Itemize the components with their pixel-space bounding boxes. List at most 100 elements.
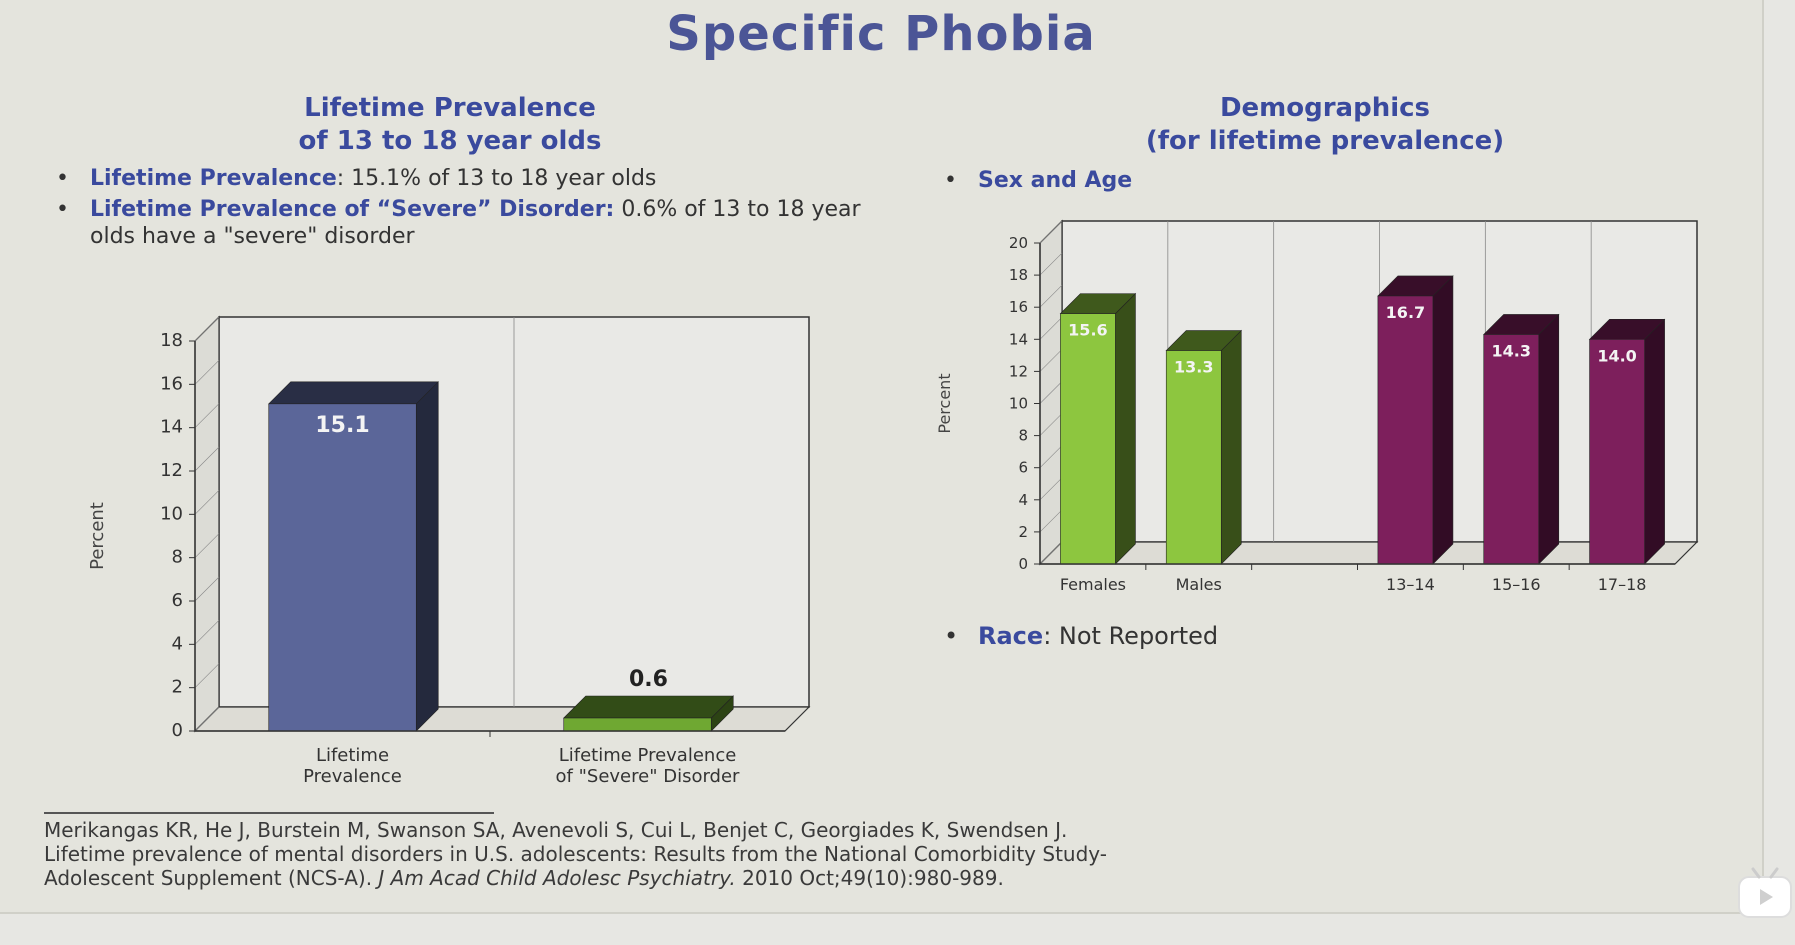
left-bullet-list: • Lifetime Prevalence: 15.1% of 13 to 18… [54, 165, 874, 254]
race-text: : Not Reported [1043, 622, 1219, 650]
y-tick-label: 10 [1009, 395, 1028, 413]
bullet-race: • Race: Not Reported [942, 623, 1542, 650]
right-heading-line2: (for lifetime prevalence) [1145, 126, 1505, 156]
bullet-text: : 15.1% of 13 to 18 year olds [336, 166, 657, 191]
y-tick-guide [1039, 477, 1063, 501]
data-label: 15.6 [1068, 321, 1107, 340]
bar [1377, 295, 1434, 565]
x-tick-label: 17–18 [1598, 575, 1647, 594]
y-tick-label: 12 [1009, 362, 1028, 380]
data-label: 15.1 [315, 413, 369, 438]
citation-line1: Merikangas KR, He J, Burstein M, Swanson… [44, 818, 1068, 842]
y-tick-guide [194, 533, 220, 558]
y-tick-guide [1039, 220, 1063, 244]
data-label: 14.0 [1597, 346, 1636, 365]
bar-side [1538, 313, 1560, 565]
y-tick-label: 0 [172, 720, 183, 741]
y-tick-label: 8 [172, 547, 183, 568]
video-player-icon [1738, 867, 1792, 918]
bar-side [1432, 275, 1454, 565]
y-tick-label: 16 [1009, 298, 1028, 316]
y-axis-label: Percent [935, 373, 954, 433]
y-tick-guide [194, 576, 220, 602]
right-bullet-list: • Sex and Age [942, 167, 1542, 198]
y-tick-label: 4 [172, 633, 183, 654]
bullet-dot: • [944, 622, 959, 650]
y-tick-guide [194, 316, 220, 342]
bullet-label: Lifetime Prevalence [90, 166, 337, 191]
left-heading-line2: of 13 to 18 year olds [298, 126, 602, 156]
data-label: 13.3 [1174, 358, 1213, 377]
y-tick-label: 20 [1009, 234, 1028, 252]
y-tick-guide [1039, 349, 1063, 372]
y-tick-guide [194, 490, 220, 515]
y-tick-guide [1039, 413, 1063, 436]
y-tick-guide [194, 446, 220, 472]
y-axis-label: Percent [87, 502, 108, 570]
right-heading: Demographics (for lifetime prevalence) [1050, 92, 1600, 158]
data-label: 14.3 [1492, 341, 1531, 360]
y-tick-label: 16 [160, 373, 183, 394]
y-tick-label: 2 [172, 677, 183, 698]
bullet-text: 0.6% of 13 to 18 year olds have a "sever… [90, 197, 861, 249]
bullet-sex-age: • Sex and Age [942, 167, 1542, 194]
citation: Merikangas KR, He J, Burstein M, Swanson… [44, 818, 1684, 890]
slide: Specific Phobia Lifetime Prevalence of 1… [0, 0, 1764, 914]
bullet-lifetime-prevalence: • Lifetime Prevalence: 15.1% of 13 to 18… [54, 165, 874, 192]
data-label: 0.6 [629, 667, 668, 692]
y-tick-guide [194, 663, 220, 688]
y-tick-guide [1039, 381, 1063, 404]
y-tick-guide [194, 360, 220, 385]
y-tick-label: 10 [160, 503, 183, 524]
x-tick-label: Prevalence [303, 766, 402, 787]
y-tick-label: 14 [1009, 330, 1028, 348]
y-tick-guide [1039, 445, 1063, 468]
bar [1060, 313, 1116, 565]
citation-prefix: Adolescent Supplement (NCS-A). [44, 866, 379, 890]
citation-divider [44, 812, 494, 814]
x-tick-label: Males [1176, 575, 1222, 594]
y-tick-label: 12 [160, 460, 183, 481]
bar [1589, 338, 1645, 565]
y-tick-label: 0 [1018, 555, 1028, 573]
y-tick-guide [194, 403, 220, 428]
bar-side [1115, 292, 1136, 565]
x-tick-label: Females [1060, 575, 1126, 594]
x-tick-label: of "Severe" Disorder [556, 766, 740, 787]
y-tick-guide [1039, 509, 1063, 533]
y-tick-guide [1039, 541, 1063, 565]
right-heading-line1: Demographics [1219, 93, 1431, 123]
x-tick-label: Lifetime Prevalence [559, 745, 737, 766]
y-tick-label: 18 [160, 330, 183, 351]
bar [1483, 334, 1540, 565]
y-tick-label: 8 [1018, 427, 1028, 445]
y-tick-label: 6 [172, 590, 183, 611]
y-tick-label: 18 [1009, 266, 1028, 284]
y-tick-label: 14 [160, 417, 183, 438]
prevalence-chart: 0 2 4 6 8 10 12 14 16 18 Percent 15.1 LifetimePreval… [87, 315, 811, 787]
y-tick-label: 6 [1018, 459, 1028, 477]
y-tick-guide [1039, 284, 1063, 308]
x-tick-label: 13–14 [1386, 575, 1435, 594]
bar-side [1220, 329, 1242, 565]
bar [1165, 350, 1222, 565]
citation-line2: Lifetime prevalence of mental disorders … [44, 842, 1107, 866]
bullet-label: Lifetime Prevalence of “Severe” Disorder… [90, 197, 615, 222]
slide-title: Specific Phobia [666, 6, 1096, 62]
bullet-label: Sex and Age [978, 168, 1133, 193]
bullet-dot: • [944, 168, 957, 193]
race-label: Race [978, 622, 1044, 650]
demographics-chart: 0 2 4 6 8 10 12 14 16 18 20 Percent 15.6 Females 13.3 M… [935, 219, 1699, 594]
citation-suffix: 2010 Oct;49(10):980-989. [735, 866, 1004, 890]
y-tick-guide [194, 620, 220, 645]
y-tick-label: 2 [1018, 523, 1028, 541]
citation-line3: Adolescent Supplement (NCS-A). J Am Acad… [44, 866, 1684, 890]
bullet-severe-disorder: • Lifetime Prevalence of “Severe” Disord… [54, 196, 874, 250]
data-label: 16.7 [1386, 303, 1425, 322]
race-bullet-list: • Race: Not Reported [942, 623, 1542, 654]
bar-side [1644, 318, 1665, 565]
citation-journal: J Am Acad Child Adolesc Psychiatry. [378, 866, 736, 890]
y-tick-guide [1039, 252, 1063, 276]
x-tick-label: 15–16 [1492, 575, 1541, 594]
y-tick-label: 4 [1018, 491, 1028, 509]
